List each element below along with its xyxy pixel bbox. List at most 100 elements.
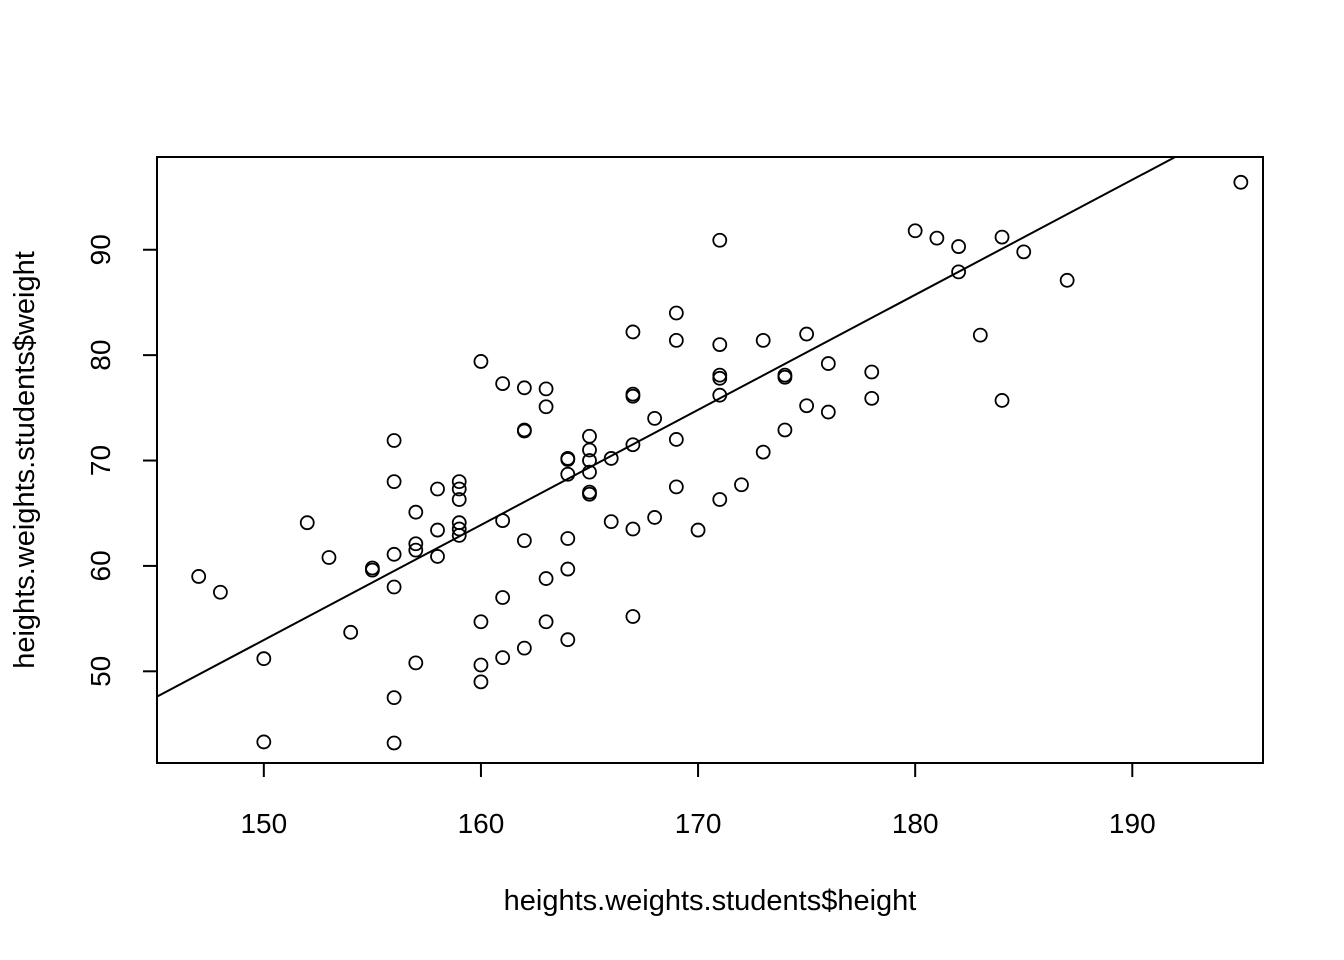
data-point — [755, 332, 771, 348]
data-point — [1233, 174, 1249, 190]
data-point — [560, 466, 576, 482]
data-point — [538, 399, 554, 415]
data-point — [451, 527, 467, 543]
data-point — [668, 479, 684, 495]
data-point — [451, 492, 467, 507]
data-point — [951, 264, 967, 280]
data-point — [473, 354, 489, 369]
data-point — [972, 327, 988, 343]
data-point — [364, 562, 380, 578]
data-point — [777, 422, 793, 438]
data-point — [408, 504, 424, 520]
data-point — [712, 370, 728, 386]
data-point — [799, 398, 815, 414]
data-point — [473, 614, 489, 630]
data-point — [473, 657, 489, 673]
x-tick-label: 170 — [675, 808, 722, 839]
data-point — [516, 380, 532, 396]
x-tick-label: 160 — [458, 808, 505, 839]
data-point — [755, 444, 771, 460]
data-point — [712, 492, 728, 507]
data-point — [820, 356, 836, 371]
data-point — [451, 521, 467, 537]
data-point — [690, 522, 706, 538]
data-point — [625, 521, 641, 537]
data-point — [451, 481, 467, 497]
data-point — [538, 571, 554, 586]
y-tick-label: 60 — [85, 550, 116, 581]
data-point — [603, 514, 619, 530]
data-point — [820, 404, 836, 420]
data-point — [256, 651, 272, 667]
data-point — [321, 550, 337, 565]
data-point — [777, 369, 793, 385]
data-point — [538, 381, 554, 397]
data-point — [408, 655, 424, 671]
data-point — [495, 376, 511, 391]
x-axis: 150 160 170 180 190 — [240, 762, 1156, 839]
data-point — [994, 393, 1010, 408]
data-point — [582, 428, 597, 444]
data-point — [560, 531, 576, 546]
data-point — [603, 451, 619, 466]
data-point — [668, 332, 684, 348]
data-point — [560, 452, 576, 467]
data-point — [212, 584, 228, 600]
data-point — [582, 453, 597, 468]
data-point — [625, 388, 641, 404]
y-tick-label: 90 — [85, 234, 116, 265]
data-point — [430, 522, 445, 538]
data-point — [516, 533, 532, 549]
data-point — [668, 305, 684, 321]
data-point — [625, 437, 641, 453]
data-point — [582, 442, 597, 458]
x-axis-label: heights.weights.students$height — [504, 885, 917, 917]
data-point — [907, 223, 923, 239]
data-point — [430, 481, 445, 497]
y-tick-label: 50 — [85, 656, 116, 687]
data-point — [734, 477, 749, 493]
regression-line — [157, 157, 1178, 698]
data-point — [451, 474, 467, 490]
data-point — [386, 474, 402, 490]
data-point — [951, 239, 967, 254]
y-tick-label: 70 — [85, 445, 116, 476]
data-point — [560, 561, 576, 577]
data-point — [430, 549, 445, 564]
data-point — [408, 536, 424, 552]
data-point — [386, 579, 402, 595]
data-point — [516, 640, 532, 656]
data-point — [647, 510, 663, 525]
data-point — [712, 387, 728, 403]
data-point — [625, 324, 641, 340]
data-point — [799, 326, 815, 342]
data-point — [994, 229, 1010, 245]
data-point — [864, 390, 880, 406]
data-point — [386, 690, 402, 706]
data-point — [256, 734, 272, 750]
data-point — [712, 232, 728, 248]
data-point — [473, 674, 489, 690]
data-point — [386, 735, 402, 751]
data-point — [929, 230, 945, 246]
x-tick-label: 180 — [892, 808, 939, 839]
y-axis: 50 60 70 80 90 — [85, 234, 158, 687]
data-point — [408, 542, 424, 558]
data-point — [1016, 244, 1032, 260]
y-axis-label: heights.weights.students$weight — [9, 251, 41, 669]
data-point — [386, 546, 402, 562]
data-point — [1059, 272, 1075, 288]
plot-frame — [156, 156, 1264, 764]
y-tick-label: 80 — [85, 340, 116, 371]
data-point — [299, 515, 315, 531]
data-point — [495, 650, 511, 666]
data-point — [495, 590, 511, 605]
x-tick-label: 190 — [1109, 808, 1156, 839]
x-tick-label: 150 — [240, 808, 287, 839]
data-point — [582, 486, 597, 502]
data-point — [191, 569, 207, 584]
data-point — [647, 410, 663, 426]
data-point — [495, 513, 511, 528]
data-point — [560, 632, 576, 648]
